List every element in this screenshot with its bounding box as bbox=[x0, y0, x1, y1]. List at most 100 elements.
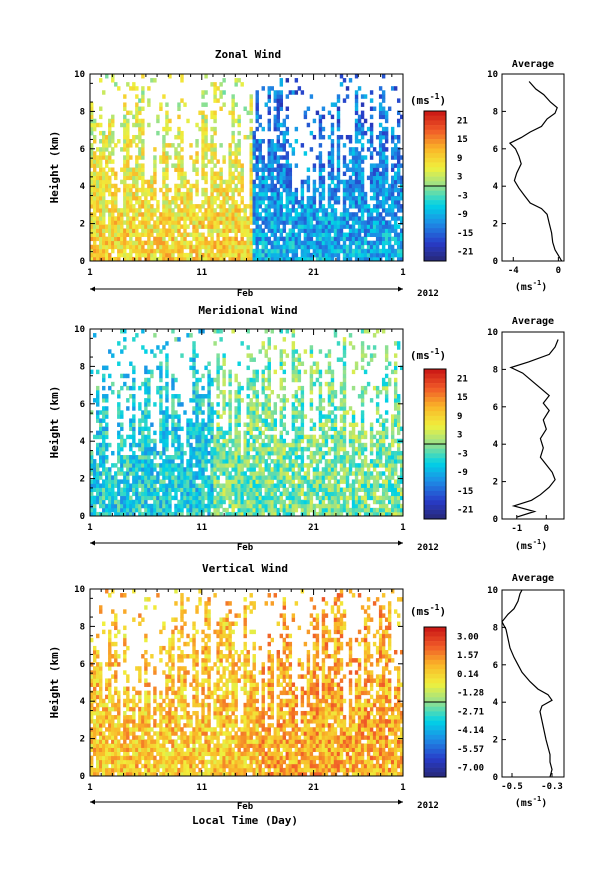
heatmap-cell bbox=[270, 479, 274, 484]
heatmap-cell bbox=[258, 459, 262, 464]
heatmap-cell bbox=[156, 475, 160, 480]
heatmap-cell bbox=[333, 187, 338, 193]
heatmap-cell bbox=[282, 467, 287, 472]
heatmap-cell bbox=[327, 418, 332, 423]
heatmap-cell bbox=[183, 228, 187, 233]
heatmap-cell bbox=[258, 248, 262, 254]
heatmap-cell bbox=[105, 479, 109, 484]
heatmap-cell bbox=[270, 495, 274, 501]
heatmap-cell bbox=[318, 244, 323, 250]
heatmap-cell bbox=[342, 487, 347, 493]
heatmap-cell bbox=[186, 434, 190, 440]
heatmap-cell bbox=[294, 216, 299, 221]
heatmap-cell bbox=[249, 126, 253, 132]
heatmap-cell bbox=[96, 244, 100, 250]
heatmap-cell bbox=[177, 467, 181, 472]
heatmap-cell bbox=[171, 244, 175, 250]
heatmap-cell bbox=[198, 110, 202, 116]
heatmap-cell bbox=[198, 446, 202, 452]
heatmap-cell bbox=[192, 491, 196, 497]
heatmap-cell bbox=[339, 82, 344, 87]
heatmap-cell bbox=[354, 155, 359, 160]
heatmap-cell bbox=[297, 414, 302, 419]
heatmap-cell bbox=[105, 256, 109, 261]
heatmap-cell bbox=[177, 507, 181, 513]
heatmap-cell bbox=[165, 110, 169, 116]
heatmap-cell bbox=[396, 216, 401, 221]
heatmap-cell bbox=[120, 224, 124, 229]
heatmap-cell bbox=[348, 78, 353, 83]
heatmap-cell bbox=[132, 455, 136, 460]
heatmap-cell bbox=[306, 175, 311, 181]
heatmap-cell bbox=[330, 208, 335, 213]
heatmap-cell bbox=[321, 240, 326, 246]
heatmap-cell bbox=[327, 159, 332, 164]
heatmap-cell bbox=[369, 187, 374, 193]
heatmap-cell bbox=[255, 495, 259, 501]
heatmap-cell bbox=[342, 442, 347, 448]
heatmap-cell bbox=[330, 159, 335, 164]
heatmap-cell bbox=[255, 248, 259, 254]
heatmap-cell bbox=[210, 406, 214, 411]
heatmap-cell bbox=[318, 171, 323, 177]
heatmap-cell bbox=[258, 467, 262, 472]
heatmap-cell bbox=[99, 450, 103, 456]
heatmap-cell bbox=[90, 106, 94, 111]
heatmap-cell bbox=[309, 503, 314, 509]
heatmap-cell bbox=[201, 459, 205, 464]
heatmap-cell bbox=[105, 398, 109, 403]
heatmap-cell bbox=[96, 479, 100, 484]
heatmap-cell bbox=[279, 143, 284, 148]
heatmap-cell bbox=[96, 398, 100, 403]
heatmap-cell bbox=[144, 377, 148, 383]
heatmap-cell bbox=[114, 483, 118, 488]
heatmap-cell bbox=[267, 106, 271, 111]
heatmap-cell bbox=[297, 216, 302, 221]
heatmap-cell bbox=[111, 122, 115, 128]
heatmap-cell bbox=[231, 110, 235, 116]
heatmap-cell bbox=[300, 204, 305, 209]
heatmap-cell bbox=[273, 248, 277, 254]
heatmap-cell bbox=[336, 155, 341, 160]
heatmap-cell bbox=[255, 398, 259, 403]
heatmap-cell bbox=[267, 503, 271, 509]
heatmap-cell bbox=[330, 167, 335, 172]
heatmap-cell bbox=[249, 357, 253, 362]
heatmap-cell bbox=[192, 224, 196, 229]
heatmap-cell bbox=[138, 483, 142, 488]
heatmap-cell bbox=[315, 232, 320, 238]
heatmap-cell bbox=[237, 422, 241, 427]
heatmap-cell bbox=[327, 349, 332, 354]
heatmap-cell bbox=[318, 159, 323, 164]
heatmap-cell bbox=[204, 252, 208, 258]
heatmap-cell bbox=[399, 163, 403, 168]
colorbar-swatch bbox=[424, 148, 446, 154]
heatmap-cell bbox=[264, 212, 268, 217]
heatmap-cell bbox=[135, 244, 139, 250]
heatmap-cell bbox=[315, 495, 320, 501]
heatmap-cell bbox=[90, 499, 94, 505]
heatmap-cell bbox=[177, 228, 181, 233]
heatmap-cell bbox=[204, 195, 208, 201]
heatmap-cell bbox=[291, 511, 296, 516]
heatmap-cell bbox=[144, 491, 148, 497]
heatmap-cell bbox=[213, 450, 217, 456]
heatmap-cell bbox=[189, 357, 193, 362]
heatmap-cell bbox=[102, 143, 106, 148]
heatmap-cell bbox=[273, 195, 277, 201]
heatmap-cell bbox=[180, 212, 184, 217]
heatmap-cell bbox=[246, 475, 250, 480]
heatmap-cell bbox=[171, 252, 175, 258]
heatmap-cell bbox=[279, 329, 284, 334]
heatmap-cell bbox=[111, 216, 115, 221]
heatmap-cell bbox=[300, 252, 305, 258]
heatmap-cell bbox=[111, 487, 115, 493]
heatmap-cell bbox=[300, 463, 305, 468]
heatmap-cell bbox=[168, 143, 172, 148]
heatmap-cell bbox=[306, 216, 311, 221]
heatmap-cell bbox=[255, 98, 259, 103]
heatmap-cell bbox=[252, 499, 256, 505]
heatmap-cell bbox=[222, 487, 226, 493]
heatmap-cell bbox=[303, 369, 308, 375]
heatmap-cell bbox=[330, 459, 335, 464]
